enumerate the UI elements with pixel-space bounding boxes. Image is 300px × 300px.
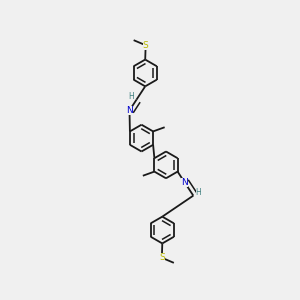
Text: S: S: [159, 253, 165, 262]
Text: N: N: [126, 106, 133, 115]
Text: S: S: [143, 41, 148, 50]
Text: H: H: [196, 188, 201, 197]
Text: N: N: [181, 178, 188, 187]
Text: H: H: [128, 92, 134, 101]
